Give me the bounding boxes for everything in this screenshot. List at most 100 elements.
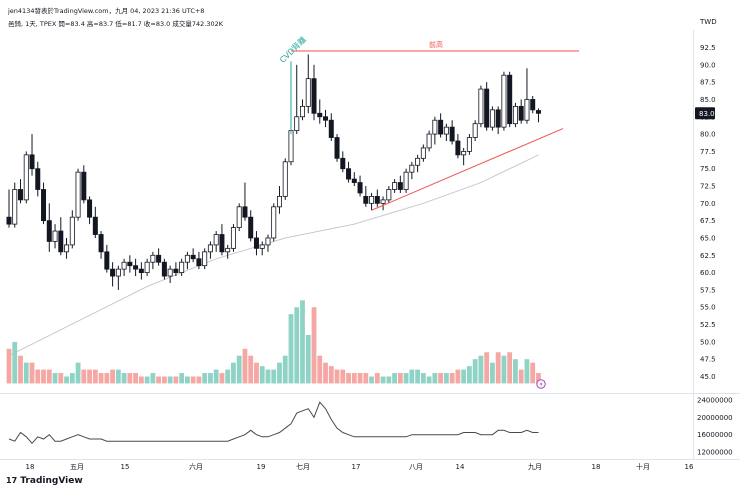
candle-body-down [363, 196, 369, 204]
volume-bar [196, 376, 202, 384]
time-tick-label: 五月 [70, 463, 84, 471]
candle-body-down [81, 171, 87, 201]
price-tick-label: 85.0 [700, 96, 716, 104]
candle [202, 248, 208, 270]
candle [52, 224, 58, 249]
volume-bar [415, 369, 421, 384]
candle [363, 186, 369, 207]
volume-bar [484, 352, 490, 384]
volume-bar [12, 341, 18, 384]
volume-bar [92, 369, 98, 384]
candle [173, 262, 179, 277]
candle [300, 99, 306, 121]
candle-body-up [300, 105, 306, 118]
volume-bar [311, 307, 317, 384]
cvd-path [8, 401, 539, 445]
candle [196, 251, 202, 270]
candle [253, 231, 259, 256]
candle-body-down [46, 220, 52, 242]
candle [323, 109, 329, 128]
volume-bar [144, 376, 150, 384]
candle [236, 203, 242, 232]
time-tick-label: 18 [26, 463, 35, 471]
candle [242, 182, 248, 221]
volume-bar [98, 373, 104, 384]
candle-body-down [328, 119, 334, 138]
candle-body-up [420, 147, 426, 159]
volume-bar [121, 373, 127, 384]
candle-body-up [207, 244, 213, 253]
candle [397, 175, 403, 193]
candle [271, 203, 277, 242]
volume-bar [29, 362, 35, 384]
candle-body-down [351, 178, 357, 183]
candle-body-up [466, 137, 472, 152]
candle-body-up [443, 126, 449, 135]
candle-body-up [369, 196, 375, 204]
volume-bar [115, 369, 121, 384]
volume-bar [41, 369, 46, 384]
candle-body-down [41, 189, 47, 222]
volume-bar [386, 376, 392, 384]
candle [346, 161, 352, 183]
candle-body-up [472, 123, 478, 138]
volume-bar [208, 373, 213, 384]
candle [184, 251, 190, 270]
volume-bar [420, 373, 426, 384]
volume-bars [6, 300, 541, 384]
candle [380, 196, 386, 211]
candle-body-up [403, 171, 409, 190]
volume-bar [490, 362, 495, 384]
candle-body-down [311, 78, 317, 114]
time-tick-label: 19 [257, 463, 266, 471]
candle [64, 237, 70, 259]
price-tick-label: 67.5 [700, 217, 716, 225]
candle [190, 248, 196, 263]
candle-body-down [357, 182, 363, 194]
candle-body-up [294, 116, 300, 132]
volume-bar [23, 362, 29, 384]
candle [167, 265, 173, 283]
volume-bar [300, 300, 305, 384]
volume-bar [167, 376, 173, 384]
candle-body-down [535, 110, 541, 114]
tradingview-logo[interactable]: 17 TradingView [6, 476, 83, 486]
time-tick-label: 七月 [296, 462, 310, 471]
candle-body-down [190, 254, 196, 260]
volume-bar [254, 362, 259, 384]
candle-body-up [236, 206, 242, 228]
volume-bar [530, 362, 536, 384]
candle-body-up [276, 196, 282, 208]
time-tick-label: 16 [685, 463, 694, 471]
candle [461, 147, 467, 166]
candle-body-up [415, 157, 421, 166]
candle-body-down [242, 206, 248, 218]
candle-body-down [397, 182, 403, 190]
candle-body-down [253, 237, 259, 249]
volume-bar [294, 307, 300, 384]
volume-bar [536, 373, 541, 384]
annotations: 前高 CVD背離 [277, 34, 579, 389]
candle-body-up [524, 99, 530, 121]
volume-bar [236, 355, 242, 384]
candle [495, 106, 501, 135]
candle-body-up [478, 88, 484, 125]
candle-body-down [35, 168, 41, 190]
volume-bar [369, 376, 374, 384]
price-tick-label: 90.0 [700, 61, 716, 69]
candle [121, 258, 127, 277]
time-tick-label: 18 [592, 463, 601, 471]
candle-body-up [75, 171, 81, 218]
candle-body-down [196, 258, 202, 267]
time-tick-label: 14 [456, 463, 465, 471]
candle [138, 262, 144, 280]
moving-average-line [8, 154, 539, 357]
candle-body-up [512, 105, 518, 125]
volume-bar [443, 373, 449, 384]
candle [6, 189, 12, 228]
time-tick-label: 八月 [409, 463, 423, 471]
price-tick-label: 87.5 [700, 79, 716, 87]
candle-body-down [438, 119, 444, 135]
candle [18, 179, 24, 204]
